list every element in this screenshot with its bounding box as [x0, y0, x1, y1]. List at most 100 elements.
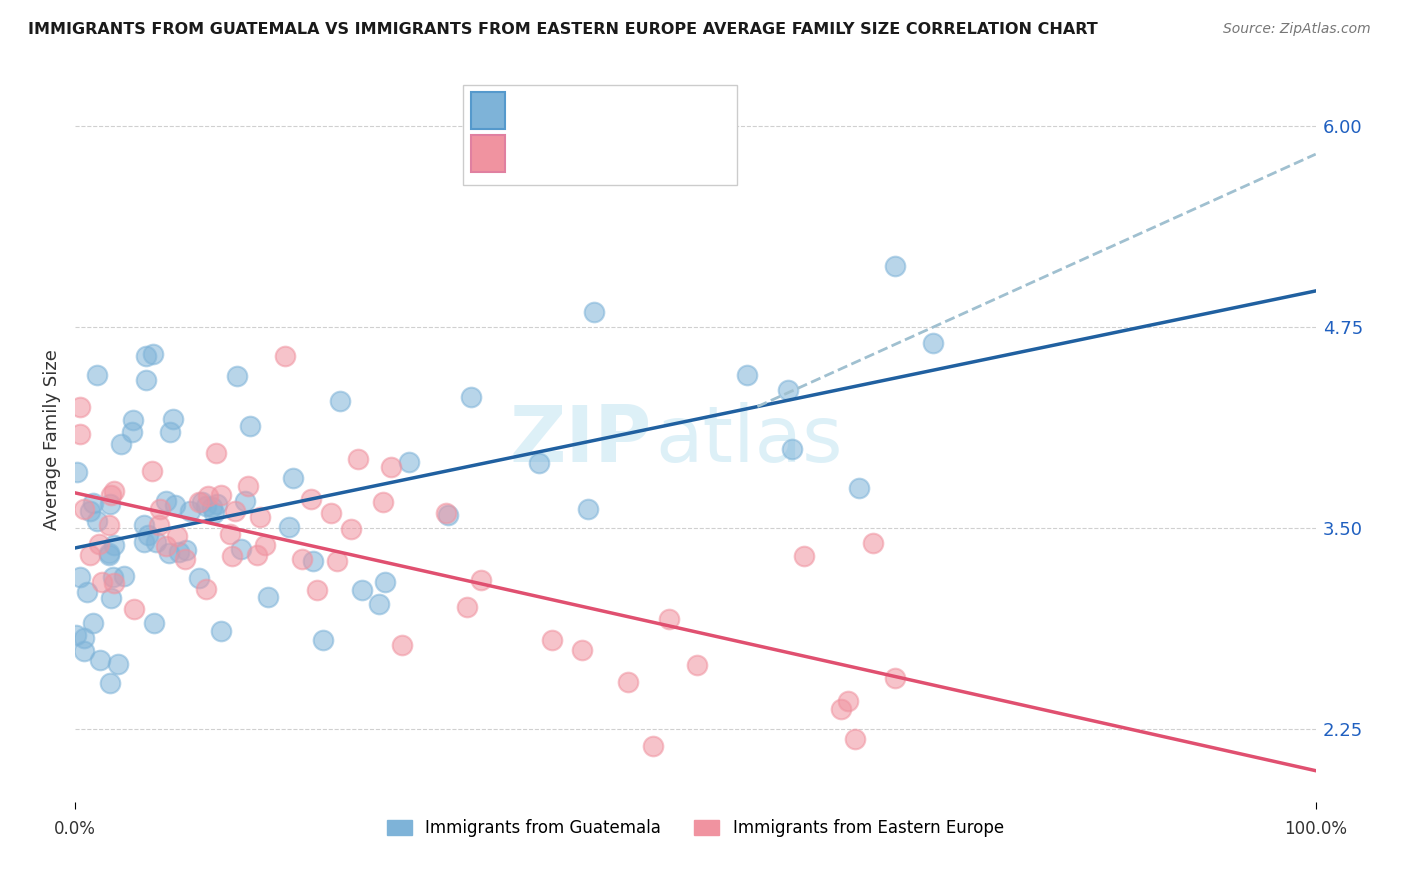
Point — [848, 481, 870, 495]
Point — [686, 658, 709, 673]
Point — [576, 502, 599, 516]
Point — [231, 541, 253, 556]
Point — [658, 612, 681, 626]
Point — [162, 411, 184, 425]
Text: R = -0.687   N = 55: R = -0.687 N = 55 — [517, 144, 681, 161]
Point — [249, 509, 271, 524]
Point — [107, 657, 129, 671]
Point — [142, 347, 165, 361]
Point — [145, 535, 167, 549]
Point — [73, 644, 96, 658]
Point — [136, 528, 159, 542]
Point — [582, 304, 605, 318]
Point — [72, 502, 94, 516]
Point — [224, 504, 246, 518]
Point — [299, 491, 322, 506]
Point — [122, 602, 145, 616]
Point — [437, 508, 460, 522]
Point — [195, 499, 218, 513]
Point — [110, 437, 132, 451]
Point — [219, 527, 242, 541]
Point — [100, 591, 122, 605]
Point — [69, 570, 91, 584]
Point — [79, 549, 101, 563]
Legend: Immigrants from Guatemala, Immigrants from Eastern Europe: Immigrants from Guatemala, Immigrants fr… — [380, 813, 1011, 844]
Point — [735, 368, 758, 383]
Point — [529, 456, 551, 470]
Point — [197, 489, 219, 503]
Point — [100, 488, 122, 502]
Point — [844, 732, 866, 747]
Point — [97, 518, 120, 533]
Point — [291, 551, 314, 566]
Point — [114, 568, 136, 582]
Point — [132, 535, 155, 549]
Point — [82, 496, 104, 510]
Point — [98, 549, 121, 563]
Point — [209, 488, 232, 502]
Point — [571, 643, 593, 657]
Point — [862, 536, 884, 550]
Point — [253, 538, 276, 552]
Point — [169, 545, 191, 559]
Point — [79, 504, 101, 518]
Point — [470, 573, 492, 587]
Text: atlas: atlas — [655, 401, 844, 477]
Point — [155, 539, 177, 553]
Point — [373, 495, 395, 509]
Point — [98, 497, 121, 511]
Point — [211, 624, 233, 638]
Point — [89, 536, 111, 550]
Point — [134, 518, 156, 533]
Point — [347, 451, 370, 466]
Point — [391, 638, 413, 652]
Text: ZIP: ZIP — [509, 401, 652, 477]
Point — [352, 582, 374, 597]
Point — [103, 483, 125, 498]
Point — [778, 383, 800, 397]
Point — [319, 506, 342, 520]
Point — [460, 390, 482, 404]
Point — [830, 702, 852, 716]
Point — [166, 528, 188, 542]
Point — [239, 419, 262, 434]
Point — [793, 549, 815, 564]
Point — [194, 582, 217, 596]
Point — [277, 519, 299, 533]
Point — [73, 631, 96, 645]
Point — [380, 459, 402, 474]
Point — [205, 446, 228, 460]
Point — [837, 693, 859, 707]
Point — [246, 548, 269, 562]
Point — [82, 616, 104, 631]
Point — [141, 463, 163, 477]
Point — [66, 465, 89, 479]
Point — [305, 582, 328, 597]
Point — [86, 368, 108, 382]
Point — [163, 499, 186, 513]
Y-axis label: Average Family Size: Average Family Size — [44, 349, 60, 530]
Point — [135, 349, 157, 363]
Point — [157, 546, 180, 560]
Point — [98, 546, 121, 560]
Text: IMMIGRANTS FROM GUATEMALA VS IMMIGRANTS FROM EASTERN EUROPE AVERAGE FAMILY SIZE : IMMIGRANTS FROM GUATEMALA VS IMMIGRANTS … — [28, 22, 1098, 37]
Point — [641, 739, 664, 754]
Point — [201, 500, 224, 514]
Point — [121, 425, 143, 440]
Point — [135, 373, 157, 387]
Point — [205, 497, 228, 511]
Point — [188, 571, 211, 585]
Point — [434, 506, 457, 520]
Point — [883, 671, 905, 685]
Point — [374, 574, 396, 589]
Point — [368, 597, 391, 611]
Text: R =  0.570   N = 72: R = 0.570 N = 72 — [517, 101, 679, 119]
Point — [187, 495, 209, 509]
Point — [301, 554, 323, 568]
Point — [274, 349, 297, 363]
Point — [398, 455, 420, 469]
Point — [541, 633, 564, 648]
Point — [101, 570, 124, 584]
Point — [221, 549, 243, 564]
Point — [339, 522, 361, 536]
